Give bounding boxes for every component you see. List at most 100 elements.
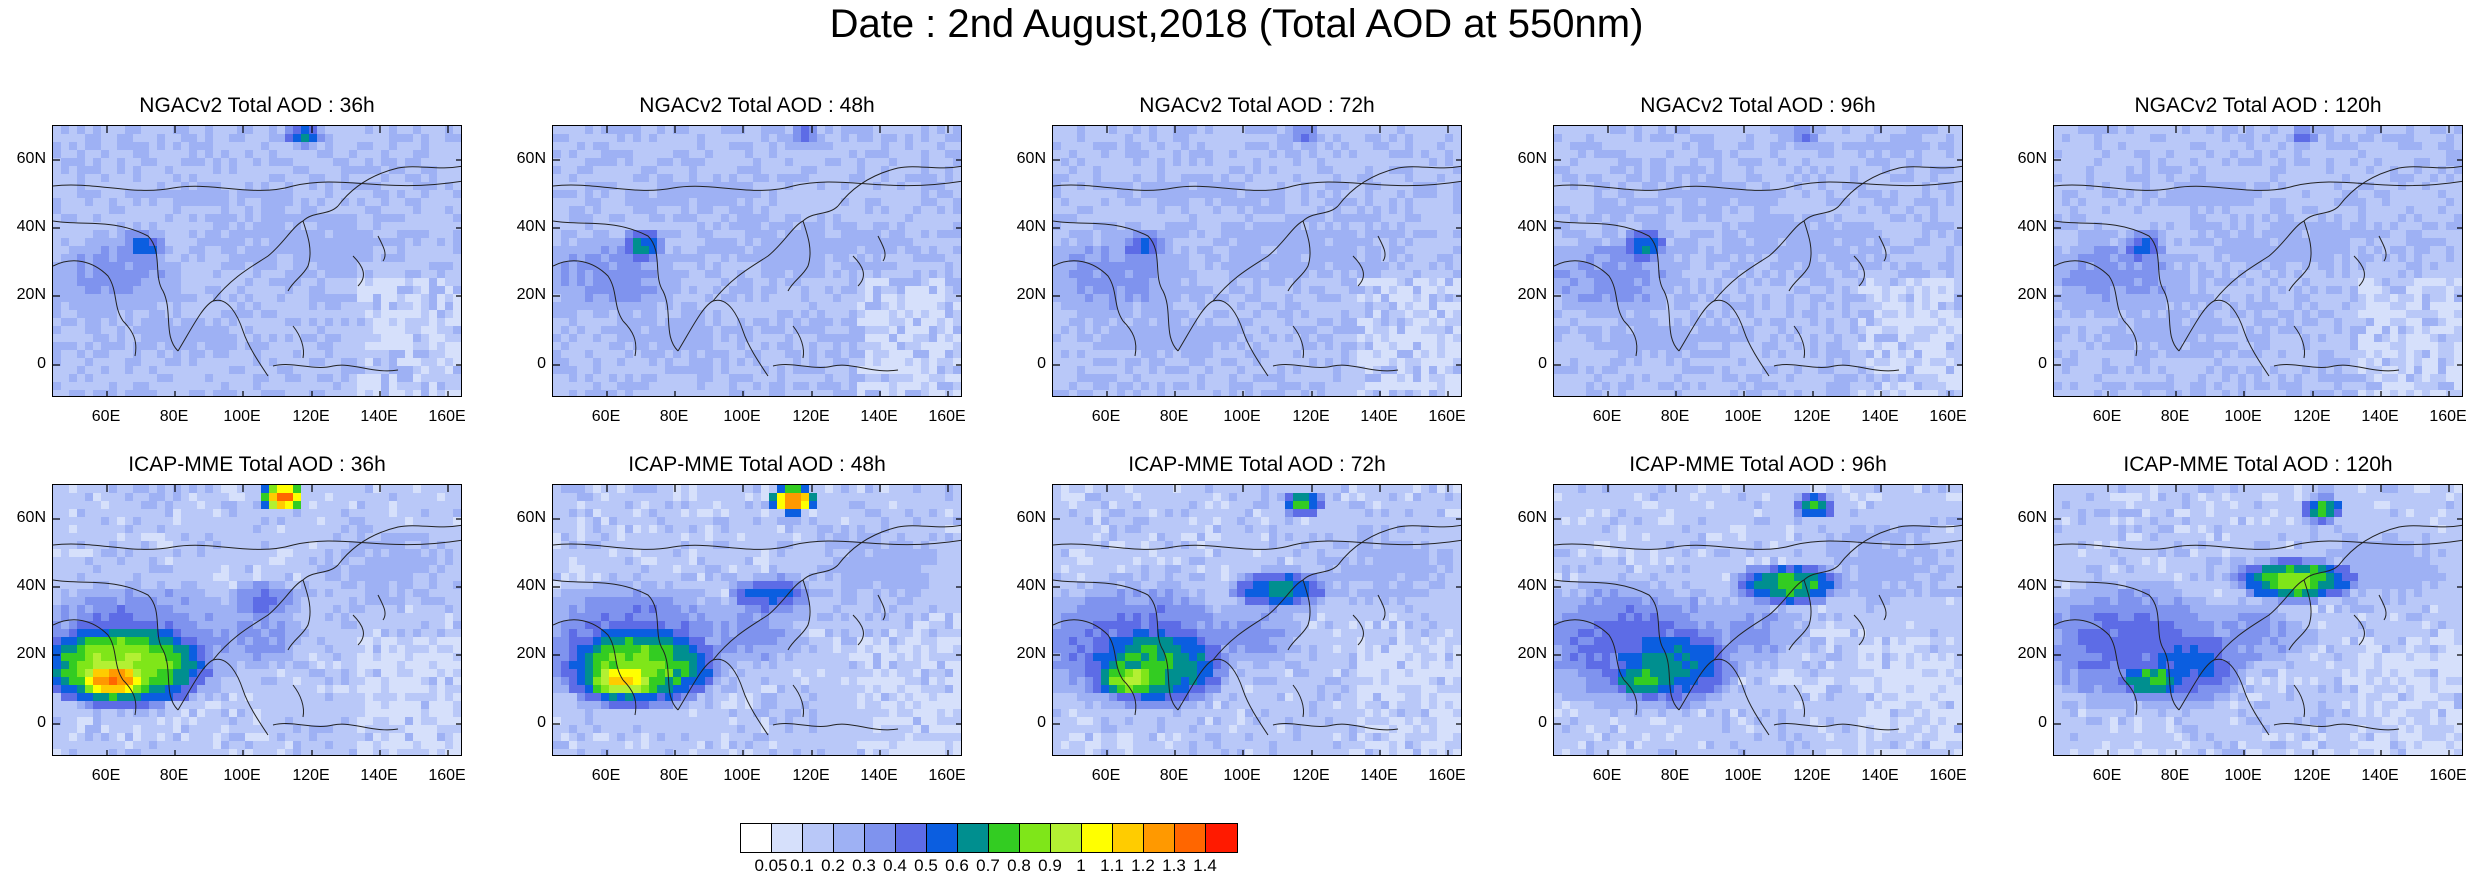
lon-tick-label: 80E [2150,409,2200,425]
lat-tick-label: 0 [1507,356,1547,372]
lon-tick-label: 160E [2423,768,2473,784]
lat-tick-label: 40N [506,578,546,594]
lon-tick-label: 160E [1422,768,1472,784]
aod-map [1553,484,1963,756]
panel-title: ICAP-MME Total AOD : 48h [552,453,962,477]
aod-map [1052,125,1462,397]
lat-tick-label: 20N [6,287,46,303]
lon-tick-label: 120E [1787,409,1837,425]
lat-tick-label: 20N [2007,287,2047,303]
lat-tick-label: 40N [6,578,46,594]
lon-tick-label: 140E [854,409,904,425]
aod-map [52,125,462,397]
lon-tick-label: 160E [422,409,472,425]
lon-tick-label: 120E [1286,768,1336,784]
lon-tick-label: 80E [1650,409,1700,425]
panel-title: NGACv2 Total AOD : 96h [1553,94,1963,118]
lat-tick-label: 0 [1507,715,1547,731]
panel-title: NGACv2 Total AOD : 120h [2053,94,2463,118]
lon-tick-label: 120E [1787,768,1837,784]
colorbar-swatch [958,824,989,852]
lat-tick-label: 60N [506,510,546,526]
lon-tick-label: 100E [1718,768,1768,784]
colorbar-swatch [834,824,865,852]
lon-tick-label: 140E [1354,768,1404,784]
lat-tick-label: 60N [2007,510,2047,526]
lat-tick-label: 40N [1507,219,1547,235]
aod-map [1553,125,1963,397]
lat-tick-label: 40N [506,219,546,235]
lon-tick-label: 120E [1286,409,1336,425]
lon-tick-label: 140E [2355,409,2405,425]
lon-tick-label: 80E [2150,768,2200,784]
lat-tick-label: 0 [506,356,546,372]
colorbar-swatch [865,824,896,852]
lon-tick-label: 80E [1149,409,1199,425]
lon-tick-label: 80E [1149,768,1199,784]
colorbar-swatch [1082,824,1113,852]
lat-tick-label: 40N [1507,578,1547,594]
lon-tick-label: 60E [1081,768,1131,784]
lon-tick-label: 60E [581,409,631,425]
lon-tick-label: 60E [2082,409,2132,425]
lat-tick-label: 40N [2007,578,2047,594]
lon-tick-label: 60E [81,768,131,784]
lat-tick-label: 20N [1006,646,1046,662]
lat-tick-label: 20N [506,287,546,303]
lat-tick-label: 0 [1006,715,1046,731]
lon-tick-label: 100E [1217,409,1267,425]
aod-map [52,484,462,756]
lon-tick-label: 140E [1855,768,1905,784]
lon-tick-label: 60E [1582,768,1632,784]
lon-tick-label: 140E [354,409,404,425]
lon-tick-label: 140E [354,768,404,784]
colorbar-swatch [803,824,834,852]
colorbar-swatch [927,824,958,852]
lat-tick-label: 60N [506,151,546,167]
lon-tick-label: 120E [2287,409,2337,425]
aod-map [1052,484,1462,756]
lon-tick-label: 120E [2287,768,2337,784]
lat-tick-label: 20N [1507,646,1547,662]
lat-tick-label: 0 [6,715,46,731]
lon-tick-label: 120E [286,409,336,425]
colorbar-swatch [1051,824,1082,852]
main-title: Date : 2nd August,2018 (Total AOD at 550… [0,2,2473,46]
aod-map [2053,484,2463,756]
lon-tick-label: 100E [1718,409,1768,425]
lon-tick-label: 80E [149,409,199,425]
lat-tick-label: 0 [2007,356,2047,372]
lat-tick-label: 40N [6,219,46,235]
lat-tick-label: 0 [506,715,546,731]
lon-tick-label: 100E [217,768,267,784]
lon-tick-label: 160E [922,409,972,425]
lon-tick-label: 100E [717,768,767,784]
lon-tick-label: 60E [581,768,631,784]
lat-tick-label: 60N [2007,151,2047,167]
lat-tick-label: 0 [2007,715,2047,731]
lon-tick-label: 120E [286,768,336,784]
panel-title: NGACv2 Total AOD : 48h [552,94,962,118]
lon-tick-label: 60E [81,409,131,425]
lon-tick-label: 140E [854,768,904,784]
aod-colorbar [740,823,1238,853]
lat-tick-label: 20N [2007,646,2047,662]
lon-tick-label: 120E [786,409,836,425]
lon-tick-label: 140E [1354,409,1404,425]
lat-tick-label: 20N [6,646,46,662]
colorbar-swatch [741,824,772,852]
lon-tick-label: 100E [2218,409,2268,425]
lat-tick-label: 0 [6,356,46,372]
lon-tick-label: 80E [649,409,699,425]
lon-tick-label: 100E [1217,768,1267,784]
lon-tick-label: 160E [422,768,472,784]
lon-tick-label: 160E [1923,768,1973,784]
lat-tick-label: 0 [1006,356,1046,372]
lon-tick-label: 120E [786,768,836,784]
